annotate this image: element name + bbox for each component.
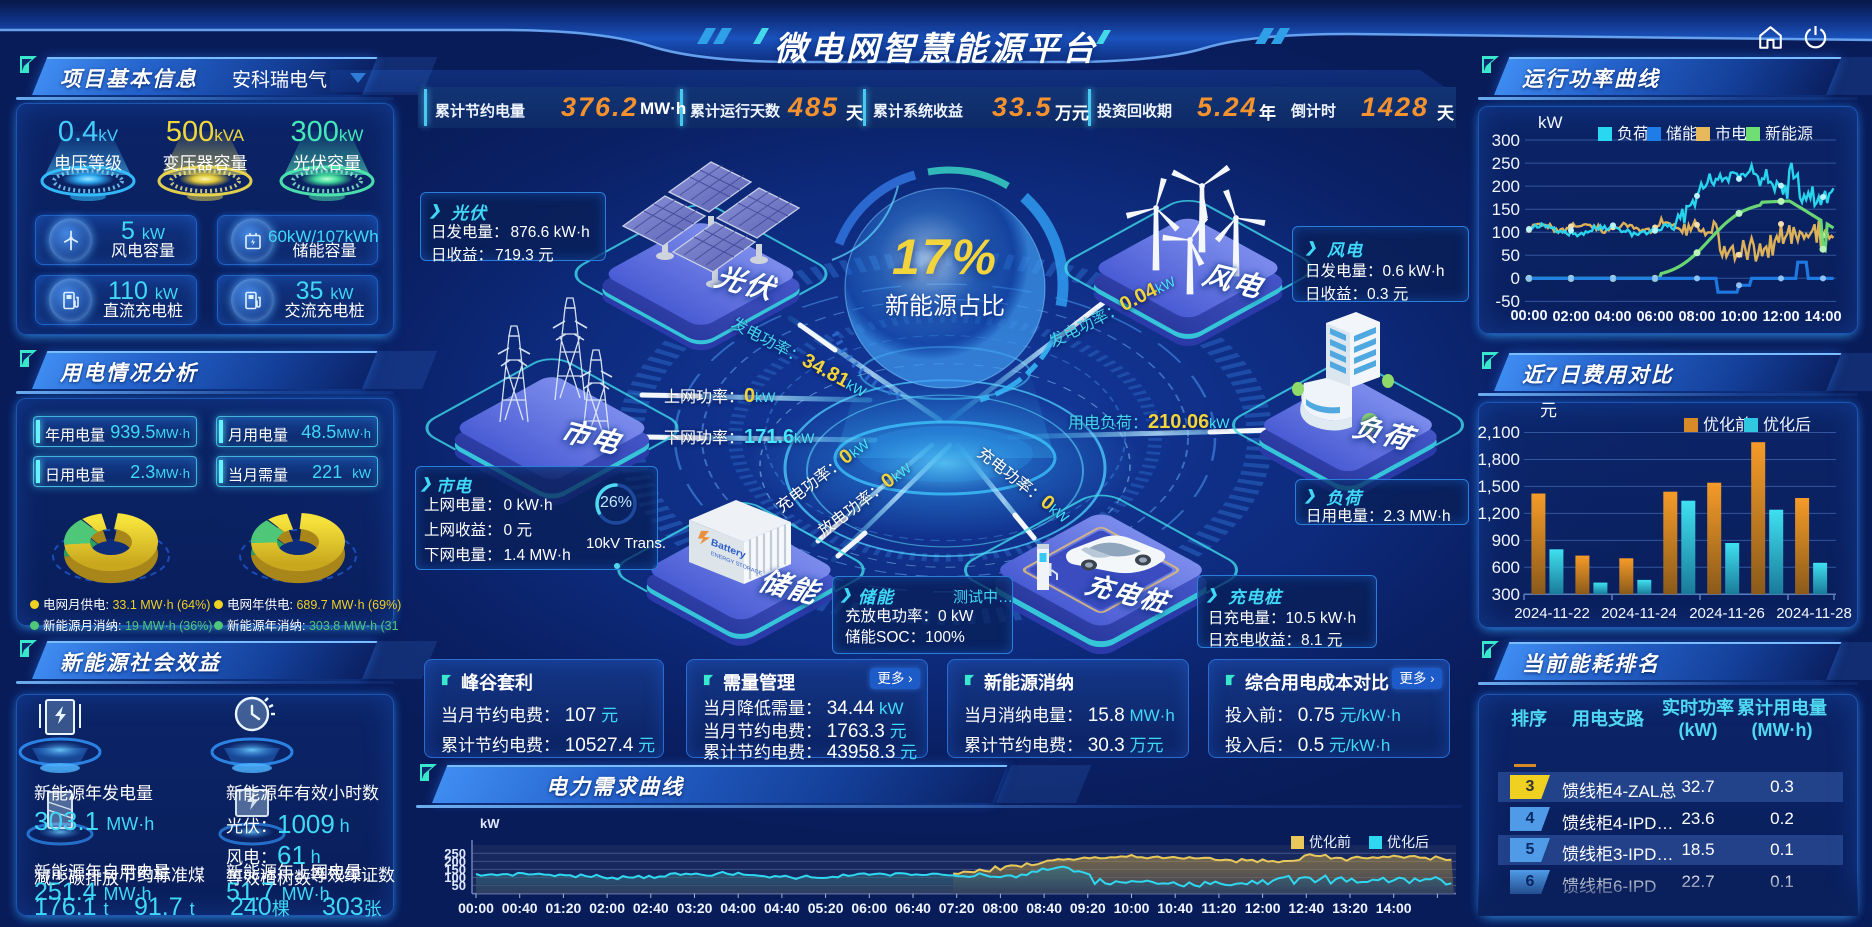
svg-text:12:40: 12:40 [1288, 900, 1324, 916]
svg-text:200: 200 [444, 854, 466, 869]
svg-text:08:00: 08:00 [1678, 309, 1715, 325]
svg-text:储能: 储能 [1666, 125, 1698, 143]
svg-text:1,800: 1,800 [1478, 450, 1520, 469]
svg-text:50: 50 [1501, 246, 1520, 265]
svg-text:100: 100 [1492, 223, 1520, 242]
svg-text:市电: 市电 [1715, 125, 1747, 143]
svg-text:新能源: 新能源 [1765, 125, 1813, 143]
svg-text:2024-11-26: 2024-11-26 [1689, 605, 1765, 622]
svg-text:kW: kW [1538, 113, 1563, 132]
svg-text:02:40: 02:40 [633, 900, 669, 916]
svg-text:02:00: 02:00 [589, 900, 625, 916]
svg-text:00:40: 00:40 [502, 900, 538, 916]
svg-text:250: 250 [1492, 154, 1520, 173]
svg-text:负荷: 负荷 [1617, 125, 1649, 143]
svg-text:10:00: 10:00 [1720, 309, 1757, 325]
svg-text:04:00: 04:00 [720, 900, 756, 916]
svg-text:2024-11-22: 2024-11-22 [1514, 605, 1590, 622]
svg-text:04:00: 04:00 [1594, 309, 1631, 325]
svg-text:优化前: 优化前 [1703, 416, 1751, 434]
svg-text:250: 250 [444, 846, 466, 861]
svg-text:12:00: 12:00 [1245, 900, 1281, 916]
svg-text:50: 50 [452, 878, 466, 893]
svg-text:-50: -50 [1495, 292, 1520, 311]
svg-text:06:00: 06:00 [851, 900, 887, 916]
svg-text:900: 900 [1492, 531, 1520, 550]
svg-text:1,500: 1,500 [1478, 477, 1520, 496]
svg-text:02:00: 02:00 [1552, 309, 1589, 325]
svg-text:kW: kW [480, 816, 500, 831]
svg-text:07:20: 07:20 [939, 900, 975, 916]
svg-text:200: 200 [1492, 177, 1520, 196]
svg-text:100: 100 [444, 870, 466, 885]
svg-text:150: 150 [444, 862, 466, 877]
svg-text:13:20: 13:20 [1332, 900, 1368, 916]
svg-text:150: 150 [1492, 200, 1520, 219]
svg-text:优化后: 优化后 [1387, 834, 1429, 850]
svg-text:2024-11-28: 2024-11-28 [1776, 605, 1852, 622]
svg-text:03:20: 03:20 [677, 900, 713, 916]
svg-text:04:40: 04:40 [764, 900, 800, 916]
svg-text:00:00: 00:00 [1510, 308, 1547, 324]
svg-text:08:40: 08:40 [1026, 900, 1062, 916]
svg-text:05:20: 05:20 [808, 900, 844, 916]
svg-text:1,200: 1,200 [1478, 504, 1520, 523]
svg-text:10:40: 10:40 [1157, 900, 1193, 916]
svg-text:11:20: 11:20 [1201, 900, 1236, 916]
svg-text:2024-11-24: 2024-11-24 [1601, 605, 1677, 622]
svg-text:08:00: 08:00 [982, 900, 1018, 916]
svg-text:06:00: 06:00 [1636, 309, 1673, 325]
svg-text:09:20: 09:20 [1070, 900, 1106, 916]
svg-text:300: 300 [1492, 131, 1520, 150]
svg-text:优化后: 优化后 [1763, 416, 1811, 434]
svg-text:01:20: 01:20 [545, 900, 581, 916]
svg-text:14:00: 14:00 [1804, 309, 1841, 325]
svg-text:600: 600 [1492, 558, 1520, 577]
svg-text:10:00: 10:00 [1114, 900, 1150, 916]
svg-text:300: 300 [1492, 585, 1520, 604]
svg-text:14:00: 14:00 [1376, 900, 1412, 916]
svg-text:0: 0 [1511, 269, 1520, 288]
svg-text:元: 元 [1540, 402, 1557, 420]
svg-text:2,100: 2,100 [1478, 423, 1520, 442]
svg-text:优化前: 优化前 [1309, 834, 1351, 850]
svg-text:12:00: 12:00 [1762, 309, 1799, 325]
svg-text:06:40: 06:40 [895, 900, 931, 916]
svg-text:00:00: 00:00 [458, 900, 494, 916]
